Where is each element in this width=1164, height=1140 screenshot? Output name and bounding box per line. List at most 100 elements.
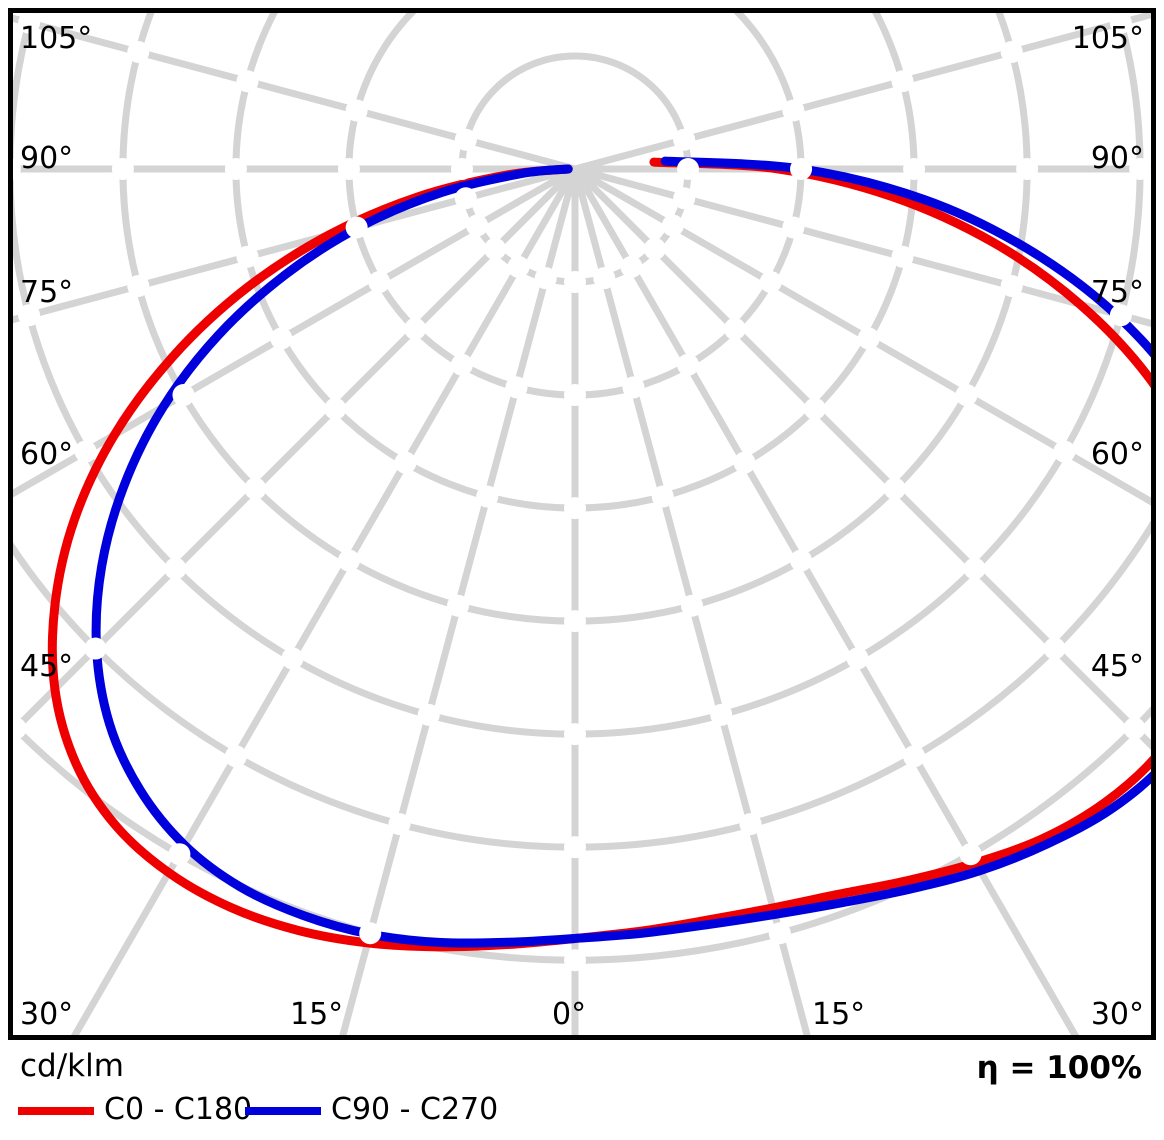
grid-intersection-gap xyxy=(883,477,906,500)
grid-intersection-gap xyxy=(84,637,107,660)
grid-intersection-gap xyxy=(127,40,150,63)
axis-tick-label: 75° xyxy=(1090,275,1144,310)
grid-intersection-gap xyxy=(172,384,195,407)
grid-intersection-gap xyxy=(677,353,700,376)
grid-intersection-gap xyxy=(345,216,368,239)
grid-intersection-gap xyxy=(1016,158,1039,180)
grid-intersection-gap xyxy=(564,271,586,294)
grid-intersection-gap xyxy=(651,485,674,508)
grid-intersection-gap xyxy=(790,549,813,572)
grid-intersection-gap xyxy=(337,158,360,180)
grid-intersection-gap xyxy=(534,267,557,290)
grid-intersection-gap xyxy=(710,703,733,726)
legend-swatch-c0-c180 xyxy=(18,1107,94,1115)
axis-tick-label: 30° xyxy=(20,997,74,1032)
series-curve-c90-c270 xyxy=(91,156,1151,948)
grid-spoke xyxy=(571,168,811,1035)
axis-tick-label: 60° xyxy=(1090,437,1144,472)
grid-intersection-gap xyxy=(236,245,259,268)
grid-intersection-gap xyxy=(903,158,926,180)
grid-spoke xyxy=(13,165,576,324)
grid-spoke xyxy=(574,13,1151,173)
grid-intersection-gap xyxy=(857,327,880,350)
grid-intersection-gap xyxy=(790,158,813,180)
plot-area xyxy=(8,8,1156,1040)
grid-intersection-gap xyxy=(733,451,756,474)
grid-intersection-gap xyxy=(622,376,645,399)
grid-intersection-gap xyxy=(168,843,191,866)
grid-intersection-gap xyxy=(454,128,477,151)
grid-intersection-gap xyxy=(661,214,684,237)
grid-intersection-gap xyxy=(803,397,826,420)
grid-intersection-gap xyxy=(446,594,469,617)
axis-tick-label: 0° xyxy=(552,997,587,1032)
grid-spoke xyxy=(13,166,578,736)
curve-layer xyxy=(47,156,1151,952)
grid-spoke xyxy=(572,166,1151,750)
grid-ring xyxy=(13,706,1151,964)
axis-tick-label: 45° xyxy=(20,649,74,684)
grid-intersection-gap xyxy=(759,271,782,294)
grid-intersection-gap xyxy=(955,384,978,407)
grid-intersection-gap xyxy=(13,717,27,740)
grid-intersection-gap xyxy=(643,237,666,260)
chart-legend: cd/klm η = 100% C0 - C180 C90 - C270 xyxy=(0,1040,1164,1140)
axis-tick-label: 90° xyxy=(20,141,74,176)
grid-intersection-gap xyxy=(723,317,746,340)
axis-tick-label: 60° xyxy=(20,437,74,472)
grid-intersection-gap xyxy=(963,557,986,580)
grid-intersection-gap xyxy=(593,267,616,290)
grid-intersection-gap xyxy=(13,158,21,180)
grid-intersection-gap xyxy=(394,451,417,474)
grid-spoke xyxy=(13,14,576,173)
grid-intersection-gap xyxy=(476,485,499,508)
grid-intersection-gap xyxy=(846,647,869,670)
grid-intersection-gap xyxy=(1053,440,1076,463)
axis-tick-label: 105° xyxy=(20,21,93,56)
grid-intersection-gap xyxy=(1129,158,1151,180)
grid-intersection-gap xyxy=(18,304,41,327)
grid-intersection-gap xyxy=(959,843,982,866)
grid-intersection-gap xyxy=(507,255,530,278)
grid-intersection-gap xyxy=(324,397,347,420)
grid-intersection-gap xyxy=(466,214,489,237)
grid-intersection-gap xyxy=(1043,637,1066,660)
grid-intersection-gap xyxy=(891,70,914,93)
grid-intersection-gap xyxy=(564,949,586,972)
grid-intersection-gap xyxy=(564,497,586,520)
grid-intersection-gap xyxy=(1109,13,1132,34)
grid-intersection-gap xyxy=(564,723,586,746)
grid-spoke xyxy=(339,168,579,1035)
grid-intersection-gap xyxy=(359,922,382,945)
axis-tick-label: 30° xyxy=(1090,997,1144,1032)
grid-intersection-gap xyxy=(345,99,368,122)
grid-intersection-gap xyxy=(505,376,528,399)
grid-intersection-gap xyxy=(739,813,762,836)
legend-swatch-c90-c270 xyxy=(245,1107,321,1115)
grid-intersection-gap xyxy=(450,158,473,180)
grid-spoke xyxy=(571,167,1080,1035)
grid-intersection-gap xyxy=(673,187,696,210)
legend-label-c90-c270: C90 - C270 xyxy=(331,1092,499,1127)
grid-intersection-gap xyxy=(903,745,926,768)
grid-intersection-gap xyxy=(782,216,805,239)
grid-intersection-gap xyxy=(1000,40,1023,63)
efficiency-label: η = 100% xyxy=(976,1050,1142,1086)
grid-intersection-gap xyxy=(454,187,477,210)
grid-ring xyxy=(13,519,1151,851)
grid-intersection-gap xyxy=(281,647,304,670)
grid-intersection-gaps xyxy=(13,13,1151,972)
grid-intersection-gap xyxy=(388,813,411,836)
polar-grid-and-curves xyxy=(13,13,1151,1035)
axis-tick-label: 45° xyxy=(1090,649,1144,684)
legend-label-c0-c180: C0 - C180 xyxy=(104,1092,253,1127)
grid-intersection-gap xyxy=(450,353,473,376)
unit-label: cd/klm xyxy=(20,1048,124,1084)
grid-intersection-gap xyxy=(681,594,704,617)
grid-spoke xyxy=(70,167,579,1035)
grid-intersection-gap xyxy=(417,703,440,726)
axis-tick-label: 90° xyxy=(1090,141,1144,176)
grid-intersection-gap xyxy=(404,317,427,340)
grid-intersection-gap xyxy=(74,440,97,463)
